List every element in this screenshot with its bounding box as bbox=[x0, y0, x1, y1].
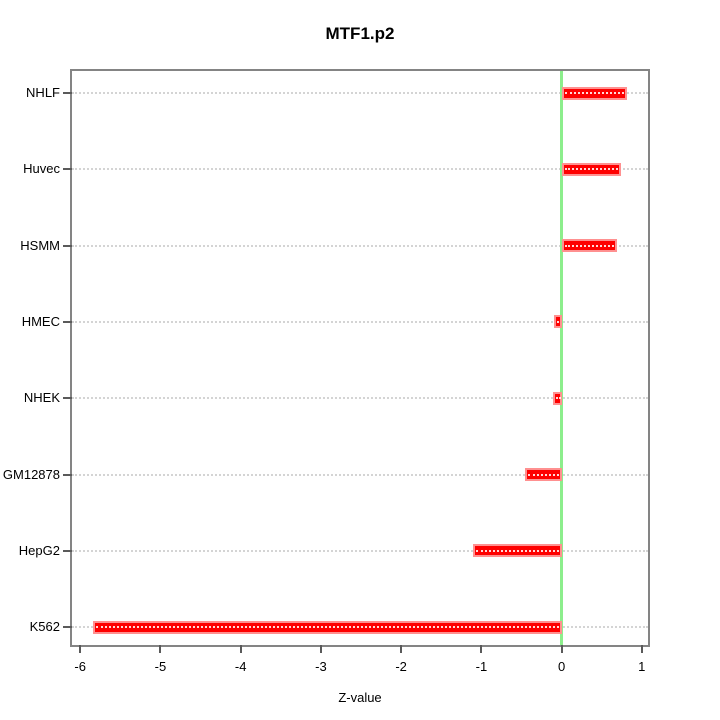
gridline bbox=[72, 92, 648, 94]
bar-nhek bbox=[552, 391, 562, 405]
x-tick-label: -4 bbox=[234, 659, 247, 674]
bar-nhlf bbox=[561, 86, 628, 100]
bar-inner-dots bbox=[556, 320, 559, 323]
bar-inner-dots bbox=[564, 168, 618, 171]
bar-hmec bbox=[553, 315, 562, 329]
x-tick bbox=[640, 645, 643, 653]
bar-k562 bbox=[93, 620, 562, 634]
bar-inner-dots bbox=[96, 626, 559, 628]
x-tick bbox=[79, 645, 82, 653]
x-tick bbox=[560, 645, 563, 653]
y-label-nhek: NHEK bbox=[23, 390, 60, 406]
y-label-huvec: Huvec bbox=[23, 161, 60, 177]
x-axis-title: Z-value bbox=[338, 690, 382, 705]
gridline bbox=[72, 397, 648, 400]
gridline bbox=[72, 549, 648, 552]
y-tick bbox=[63, 473, 72, 476]
y-tick bbox=[63, 549, 72, 552]
y-tick bbox=[63, 244, 72, 247]
x-tick bbox=[239, 645, 242, 653]
x-tick-label: -3 bbox=[315, 659, 327, 674]
x-tick-label: -2 bbox=[395, 659, 407, 674]
x-tick-label: -5 bbox=[154, 659, 167, 674]
x-tick bbox=[159, 645, 162, 653]
y-tick bbox=[63, 397, 72, 400]
gridline bbox=[72, 244, 648, 247]
y-label-hsmm: HSMM bbox=[20, 237, 60, 253]
bar-hsmm bbox=[561, 239, 617, 253]
bar-inner-dots bbox=[527, 473, 559, 476]
plot-area bbox=[70, 69, 650, 647]
y-tick bbox=[63, 320, 72, 323]
y-tick bbox=[63, 168, 72, 171]
zero-reference-line bbox=[560, 71, 564, 645]
x-tick-label: -6 bbox=[74, 659, 86, 674]
gridline bbox=[72, 320, 648, 323]
y-label-hepg2: HepG2 bbox=[18, 542, 60, 558]
x-tick bbox=[480, 645, 483, 653]
x-tick-label: -1 bbox=[475, 659, 488, 674]
bar-inner-dots bbox=[564, 92, 625, 94]
y-label-nhlf: NHLF bbox=[26, 85, 60, 100]
y-label-gm12878: GM12878 bbox=[2, 466, 60, 482]
bar-gm12878 bbox=[524, 468, 562, 481]
bar-hepg2 bbox=[472, 544, 562, 558]
x-tick-label: 0 bbox=[557, 659, 566, 674]
bar-huvec bbox=[561, 162, 621, 176]
x-tick bbox=[400, 645, 403, 653]
bar-inner-dots bbox=[555, 397, 559, 400]
y-tick bbox=[63, 92, 72, 94]
y-label-hmec: HMEC bbox=[21, 313, 60, 329]
bar-inner-dots bbox=[475, 549, 559, 552]
y-tick bbox=[63, 626, 72, 628]
chart-title: MTF1.p2 bbox=[325, 24, 395, 43]
gridline bbox=[72, 473, 648, 476]
y-label-k562: K562 bbox=[29, 619, 60, 634]
bar-inner-dots bbox=[564, 244, 614, 247]
gridline bbox=[72, 168, 648, 171]
x-tick bbox=[319, 645, 322, 653]
x-tick-label: 1 bbox=[638, 659, 646, 674]
